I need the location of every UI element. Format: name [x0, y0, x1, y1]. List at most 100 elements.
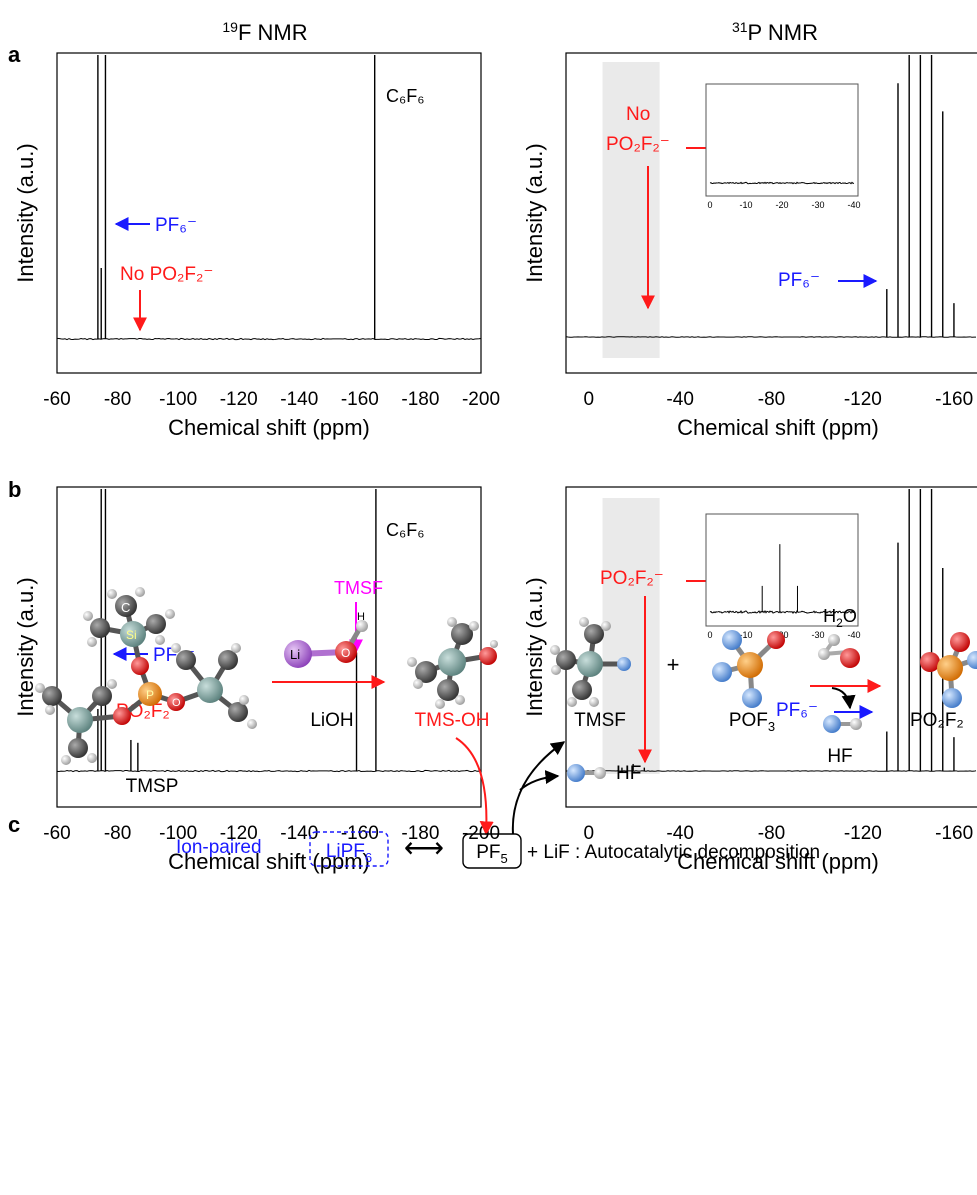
inset-tick-label: -20 — [775, 200, 788, 210]
header-f19: 19F NMR — [222, 19, 307, 45]
equilibrium-arrow: ⟷ — [404, 832, 444, 863]
inset-tick-label: -30 — [811, 630, 824, 640]
shaded-region — [602, 498, 660, 774]
pf5-to-hf-arrow — [519, 770, 560, 791]
x-tick-label: -120 — [844, 389, 882, 410]
atom-h-label: H — [357, 611, 365, 623]
baseline-trace — [565, 336, 977, 338]
inset-tick-label: -40 — [847, 200, 860, 210]
x-tick-label: -160 — [341, 823, 379, 844]
po2f2-label: PO₂F₂⁻ — [606, 134, 670, 155]
inset-tick-label: -10 — [739, 200, 752, 210]
pof3-label: POF3 — [729, 710, 775, 734]
pf6-label: PF₆⁻ — [776, 700, 818, 721]
baseline-trace — [565, 770, 977, 772]
x-tick-label: 0 — [584, 823, 595, 844]
tmsf-label: TMSF — [334, 578, 383, 598]
lioh-molecule: Li O H — [284, 611, 368, 668]
x-tick-label: -100 — [159, 389, 197, 410]
hf-label-bottom: HF — [616, 763, 641, 784]
tms-oh-label: TMS-OH — [415, 710, 490, 731]
y-axis-label: Intensity (a.u.) — [522, 577, 547, 716]
x-tick-label: -40 — [666, 389, 693, 410]
atom-p-label: P — [146, 688, 154, 702]
inset-baseline — [709, 609, 855, 615]
tmsf-molecule — [550, 617, 631, 707]
inset: 0 -10 -20 -30 -40 — [705, 83, 861, 210]
atom-li-label: Li — [290, 647, 300, 662]
atom-c-label: C — [121, 600, 130, 615]
h2o-molecule — [818, 634, 860, 668]
tmsp-label: TMSP — [126, 776, 179, 797]
inset-tick-label: 0 — [707, 630, 712, 640]
tmsf-label: TMSF — [574, 710, 626, 731]
po2f2-label: PO₂F₂ — [910, 710, 964, 731]
pf5-label: PF5 — [476, 842, 508, 866]
chart-a-f19: -60 -80 -100 -120 -140 -160 -180 -200 Chemical … — [13, 52, 500, 440]
hf-label-top: HF — [827, 746, 852, 767]
x-tick-label: -180 — [401, 389, 439, 410]
x-tick-label: -140 — [280, 823, 318, 844]
x-axis-label: Chemical shift (ppm) — [168, 849, 370, 874]
pof3-molecule — [712, 630, 785, 708]
po2f2-label: PO₂F₂⁻ — [600, 568, 664, 589]
hf-release-arrow — [831, 687, 856, 710]
header-p31: 31P NMR — [732, 19, 818, 45]
inset-tick-label: -30 — [811, 200, 824, 210]
x-axis-label: Chemical shift (ppm) — [677, 415, 879, 440]
x-axis-label: Chemical shift (ppm) — [677, 849, 879, 874]
plus-sign: + — [667, 652, 680, 677]
x-tick-label: -120 — [220, 389, 258, 410]
atom-si-label: Si — [126, 628, 137, 642]
hf-molecule-top — [823, 715, 862, 733]
x-tick-label: 0 — [584, 389, 595, 410]
po2f2-molecule — [920, 632, 977, 708]
c6f6-label: C₆F₆ — [386, 86, 425, 106]
baseline-trace — [56, 769, 482, 773]
ion-paired-label: Ion-paired — [176, 837, 262, 858]
inset-baseline — [709, 181, 855, 185]
x-tick-label: -80 — [104, 389, 131, 410]
tms-oh-to-pf5-arrow — [455, 737, 494, 836]
x-tick-label: -80 — [758, 389, 785, 410]
lipf6-label: LiPF6 — [326, 841, 372, 865]
x-tick-label: -60 — [43, 823, 70, 844]
no-label: No — [626, 104, 650, 125]
x-tick-label: -160 — [935, 389, 973, 410]
plot-frame — [565, 486, 977, 808]
reaction-scheme: C Si P O TMSP Li O H LiOH — [35, 587, 977, 869]
panel-label-c: c — [8, 812, 20, 837]
autocatalytic-text: + LiF : Autocatalytic decomposition — [527, 842, 820, 863]
pf6-label: PF₆⁻ — [155, 215, 197, 236]
hf-molecule-bottom — [567, 764, 606, 782]
panel-label-a: a — [8, 42, 21, 67]
x-axis-label: Chemical shift (ppm) — [168, 415, 370, 440]
chart-b-f19: -60 -80 -100 -120 -140 -160 -180 -200 Chemical … — [13, 486, 500, 874]
tmsp-molecule: C Si P O — [35, 587, 257, 765]
c6f6-label: C₆F₆ — [386, 520, 425, 540]
x-tick-label: -120 — [220, 823, 258, 844]
x-tick-label: -100 — [159, 823, 197, 844]
x-tick-label: -200 — [462, 389, 500, 410]
lipf6-box — [309, 831, 389, 867]
x-tick-label: -60 — [43, 389, 70, 410]
lioh-label: LiOH — [310, 710, 353, 731]
chart-a-p31: 0 -40 -80 -120 -160 Chemical shift (ppm) Int… — [522, 52, 977, 440]
x-tick-label: -80 — [104, 823, 131, 844]
x-tick-label: -180 — [401, 823, 439, 844]
pf5-box — [462, 833, 522, 869]
x-tick-label: -160 — [341, 389, 379, 410]
inset-tick-label: -40 — [847, 630, 860, 640]
plot-frame — [56, 52, 482, 374]
y-axis-label: Intensity (a.u.) — [13, 577, 38, 716]
plot-frame — [565, 52, 977, 374]
pf5-to-tmsf-arrow — [511, 741, 566, 835]
atom-o-label: O — [172, 697, 181, 709]
no-po2f2-label: No PO₂F₂⁻ — [120, 264, 213, 285]
x-tick-label: -140 — [280, 389, 318, 410]
plot-frame — [56, 486, 482, 808]
atom-o-label: O — [341, 646, 350, 660]
h2o-label: H2O — [823, 606, 857, 630]
x-tick-label: -120 — [844, 823, 882, 844]
